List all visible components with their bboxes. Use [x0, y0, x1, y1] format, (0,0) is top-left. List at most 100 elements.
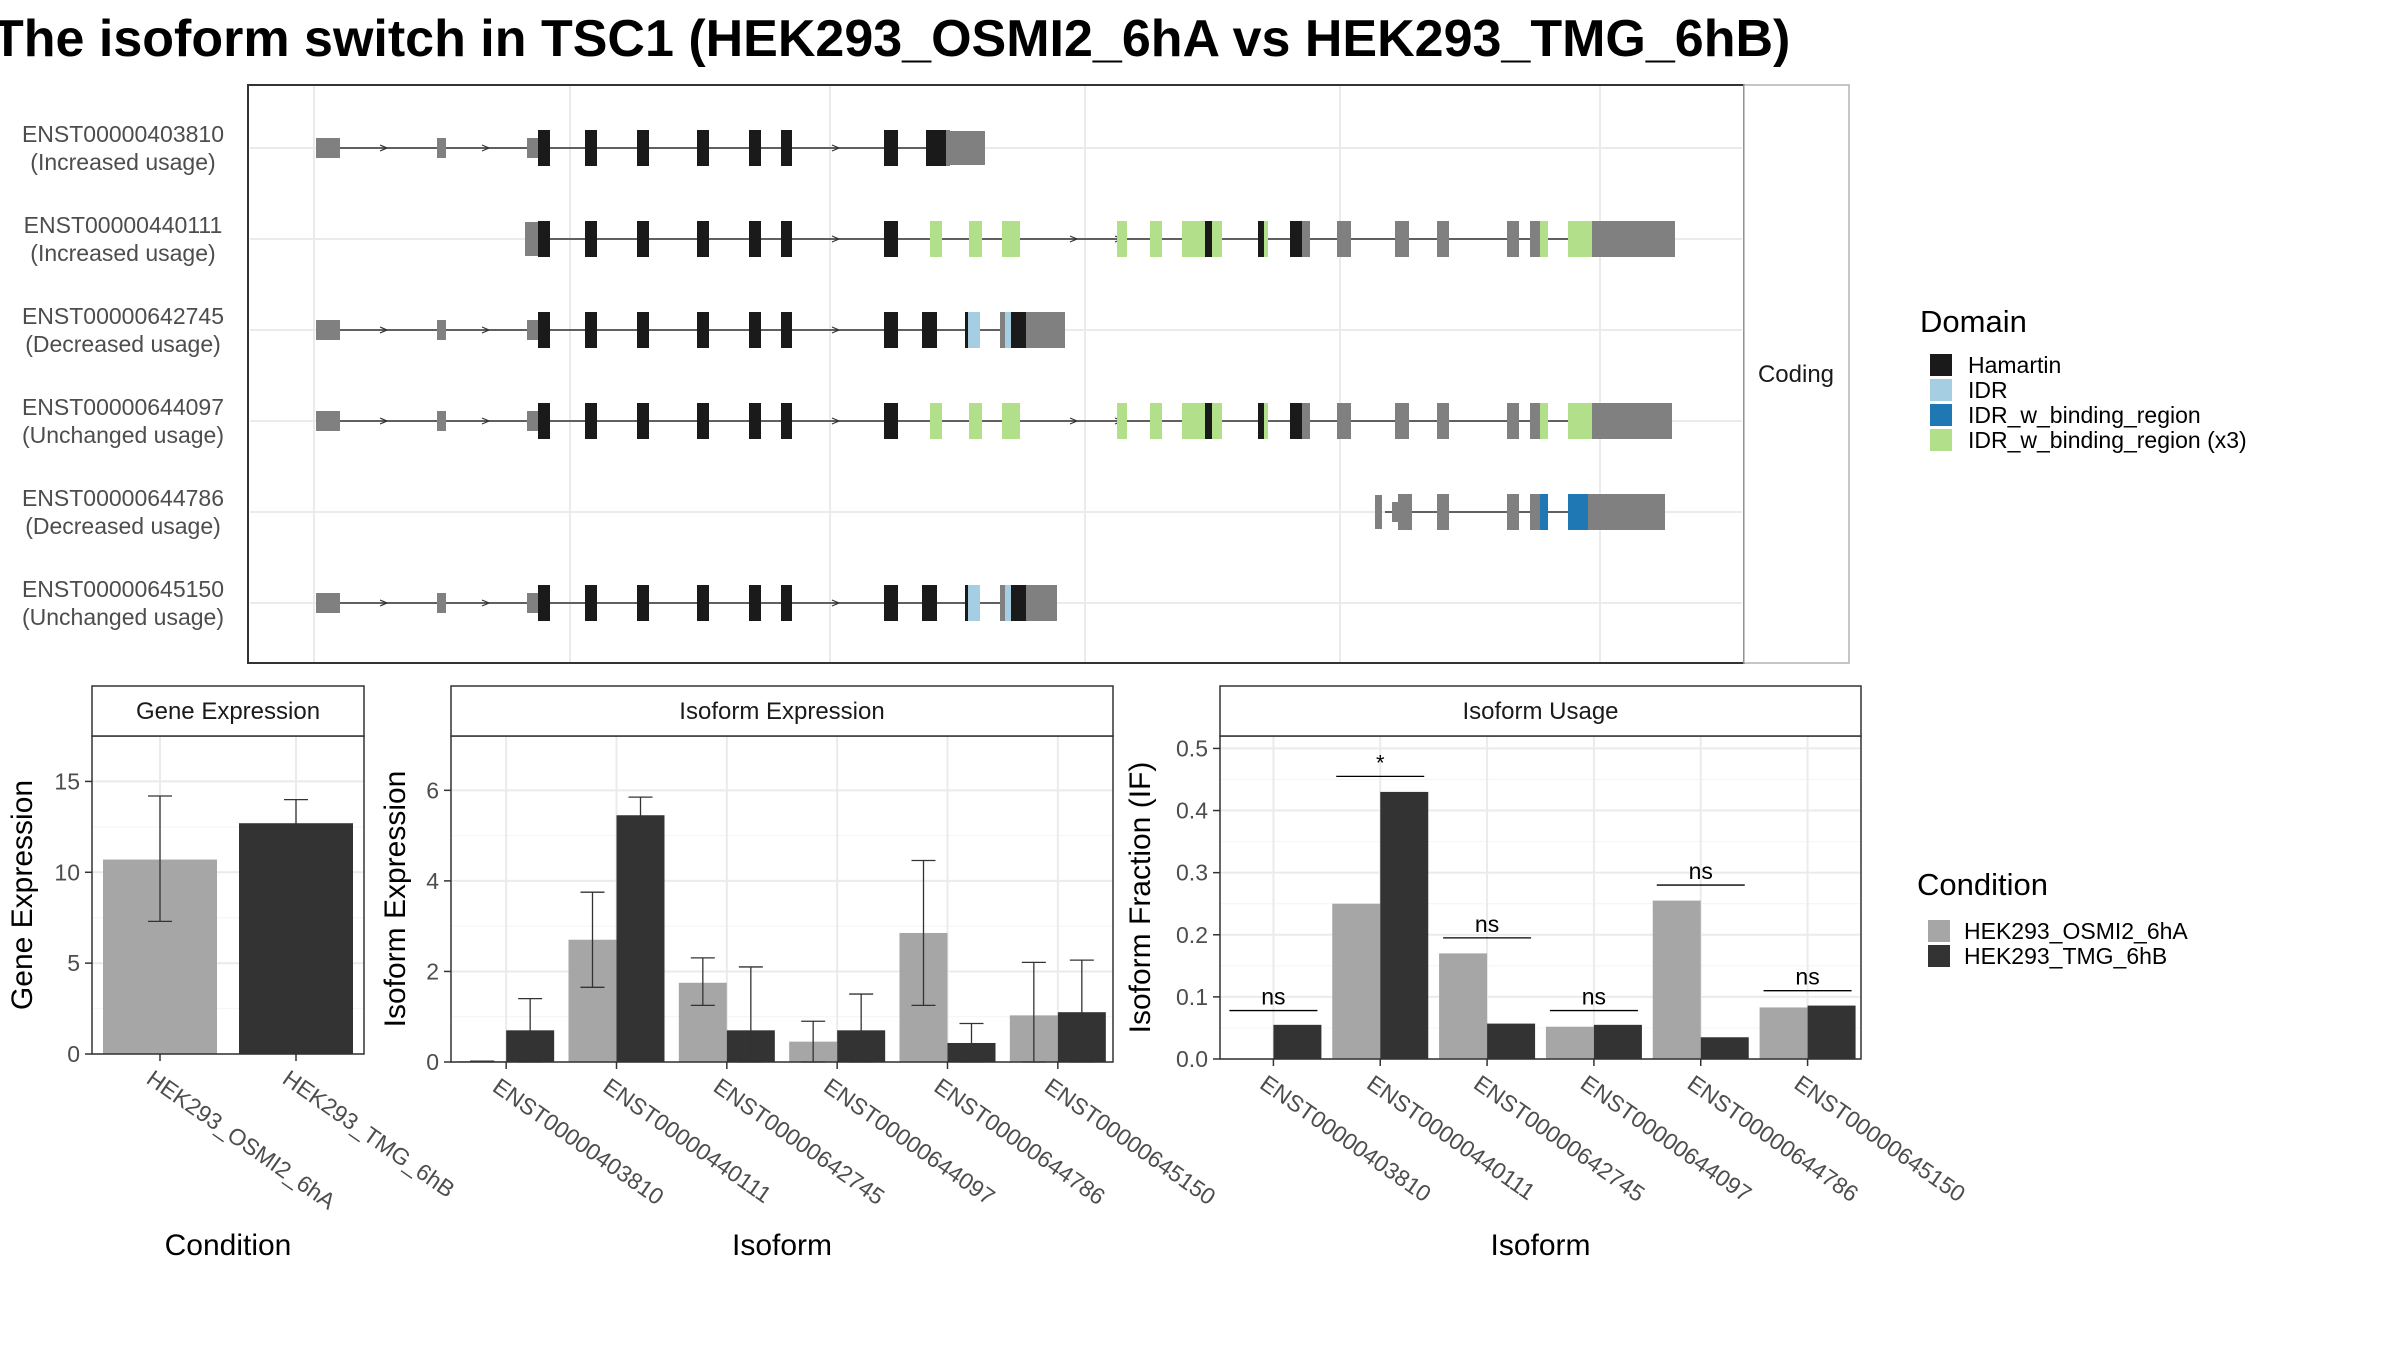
strand-arrow	[481, 326, 491, 334]
exon	[884, 585, 898, 621]
exon	[781, 403, 792, 439]
exon	[1205, 221, 1212, 257]
significance-label: ns	[1582, 984, 1606, 1010]
exon	[926, 130, 946, 166]
strand-arrow	[481, 599, 491, 607]
exon	[749, 585, 761, 621]
exon	[1264, 403, 1268, 439]
exon	[1011, 585, 1026, 621]
exon	[1437, 494, 1449, 530]
transcript-usage-label: (Unchanged usage)	[22, 422, 224, 448]
exon	[585, 130, 597, 166]
transcript-row	[250, 221, 1742, 257]
x-tick-label: ENST00000645150	[1790, 1070, 1970, 1207]
exon	[1212, 403, 1222, 439]
exon	[437, 320, 446, 340]
exon	[585, 221, 597, 257]
domain-legend-label: IDR_w_binding_region (x3)	[1968, 427, 2247, 453]
bar	[616, 815, 665, 1062]
significance-label: ns	[1261, 984, 1285, 1010]
exon	[538, 130, 550, 166]
plot-background	[451, 736, 1113, 1062]
exon	[749, 312, 761, 348]
exon	[538, 585, 550, 621]
exon	[527, 593, 538, 613]
exon	[1398, 494, 1412, 530]
exon	[1026, 585, 1030, 621]
bar	[239, 823, 353, 1054]
exon	[1002, 403, 1020, 439]
y-tick-label: 0	[426, 1049, 439, 1075]
structure-panel-background	[247, 84, 1745, 664]
transcript-usage-label: (Increased usage)	[30, 149, 215, 175]
exon	[1530, 403, 1540, 439]
exon	[1302, 221, 1310, 257]
condition-legend-swatch	[1928, 945, 1950, 967]
significance-label: *	[1376, 750, 1385, 775]
exon	[1290, 403, 1302, 439]
bar	[1273, 1024, 1322, 1059]
structure-strip	[1743, 84, 1850, 664]
condition-legend-label: HEK293_OSMI2_6hA	[1964, 918, 2188, 944]
exon	[637, 130, 649, 166]
exon	[637, 585, 649, 621]
bar	[1332, 903, 1381, 1059]
x-axis-label: Isoform	[732, 1229, 832, 1262]
transcript-id-label: ENST00000644786	[22, 485, 224, 511]
strand-arrow	[379, 417, 389, 425]
exon	[1002, 221, 1020, 257]
exon	[1150, 403, 1162, 439]
exon	[1540, 494, 1548, 530]
exon	[1592, 403, 1672, 439]
bar	[1652, 900, 1701, 1059]
strand-arrow	[379, 599, 389, 607]
exon	[749, 403, 761, 439]
exon	[1117, 221, 1127, 257]
strand-arrow	[831, 417, 841, 425]
chart-title: Isoform Usage	[1462, 698, 1618, 725]
x-axis-label: Isoform	[1490, 1229, 1590, 1262]
strand-arrow	[831, 599, 841, 607]
exon	[1392, 502, 1398, 522]
significance-label: ns	[1689, 858, 1713, 884]
exon	[637, 403, 649, 439]
domain-legend-swatch	[1930, 429, 1952, 451]
exon	[538, 312, 550, 348]
exon	[1000, 312, 1005, 348]
exon	[1117, 403, 1127, 439]
y-tick-label: 15	[54, 768, 80, 794]
exon	[1437, 403, 1449, 439]
x-tick-label: ENST00000642745	[1469, 1070, 1649, 1207]
facet-strip	[450, 685, 1114, 737]
x-axis-label: Condition	[165, 1229, 292, 1262]
transcript-row	[250, 585, 1742, 621]
x-tick-label: ENST00000644786	[1683, 1070, 1863, 1207]
exon	[884, 130, 898, 166]
exon	[1568, 494, 1588, 530]
transcript-usage-label: (Decreased usage)	[25, 513, 221, 539]
domain-legend: Domain HamartinIDRIDR_w_binding_regionID…	[1920, 304, 2247, 453]
exon	[527, 411, 538, 431]
isoform-expression-chart: Isoform Expression0246ENST00000403810ENS…	[379, 685, 1220, 1262]
exon	[437, 138, 446, 158]
exon	[1026, 312, 1030, 348]
exon	[884, 312, 898, 348]
facet-strip	[91, 685, 365, 737]
transcript-row	[250, 403, 1742, 439]
transcript-usage-label: (Unchanged usage)	[22, 604, 224, 630]
y-tick-label: 0.1	[1176, 984, 1208, 1010]
y-tick-label: 0.5	[1176, 735, 1208, 761]
bar	[1545, 1026, 1594, 1059]
domain-legend-label: IDR_w_binding_region	[1968, 402, 2201, 428]
y-tick-label: 0.0	[1176, 1046, 1208, 1072]
domain-legend-label: Hamartin	[1968, 352, 2061, 378]
transcript-id-label: ENST00000642745	[22, 303, 224, 329]
exon	[1530, 221, 1540, 257]
x-tick-label: ENST00000403810	[1256, 1070, 1436, 1207]
transcript-structure-panel: Coding ENST00000403810(Increased usage)E…	[22, 84, 1850, 664]
transcript-id-label: ENST00000645150	[22, 576, 224, 602]
exon	[316, 593, 340, 613]
x-tick-label: ENST00000644097	[1576, 1070, 1756, 1207]
exon	[969, 403, 982, 439]
